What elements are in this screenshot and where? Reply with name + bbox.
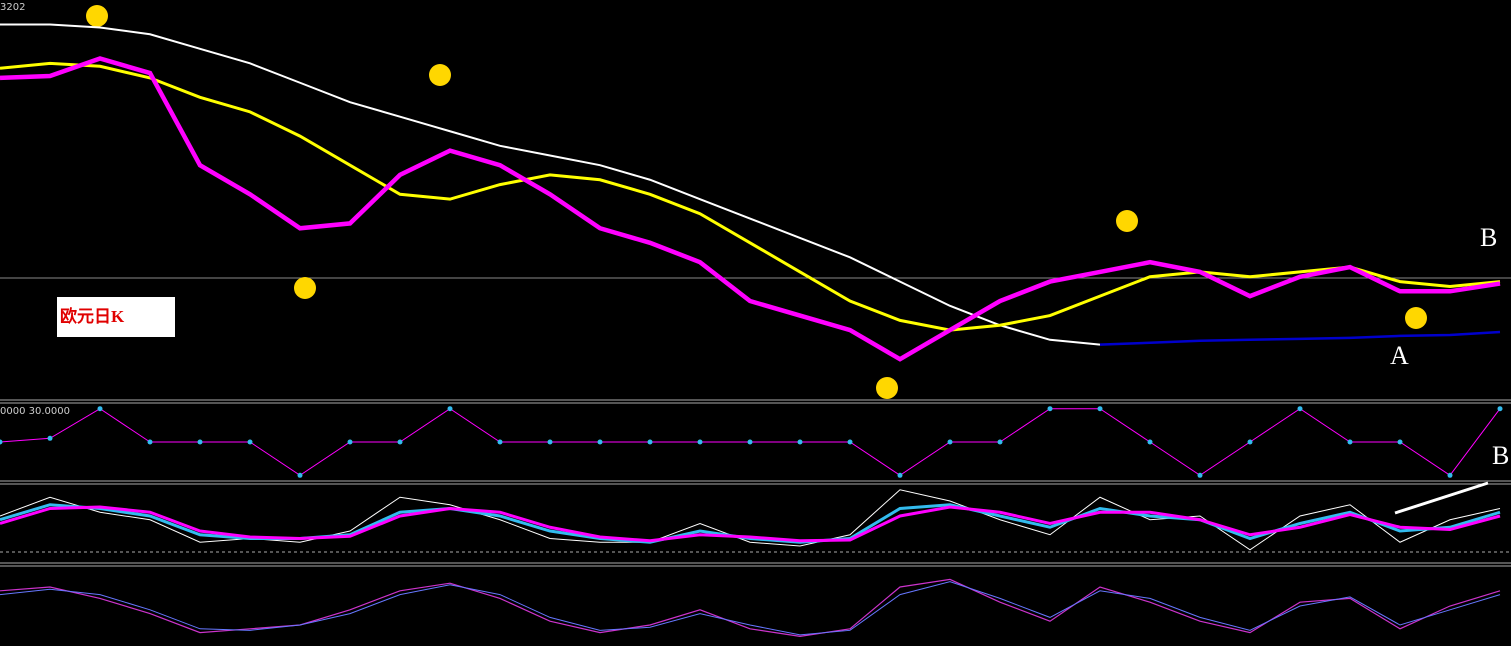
series-dot: [247, 439, 253, 445]
series-dot: [897, 472, 903, 478]
series-dot: [447, 406, 453, 412]
signal-icons: [86, 5, 1427, 399]
title-box: [57, 297, 175, 337]
series-dot: [347, 439, 353, 445]
series-dot: [97, 406, 103, 412]
series-dot: [1247, 439, 1253, 445]
series-dot: [397, 439, 403, 445]
series-line: [1099, 330, 1501, 346]
annotation: B: [1480, 223, 1497, 252]
series-dot: [297, 472, 303, 478]
series-dot: [597, 439, 603, 445]
series-dot: [1047, 406, 1053, 412]
series-dot: [1447, 472, 1453, 478]
series-dot: [1097, 406, 1103, 412]
series-dot: [197, 439, 203, 445]
series-dot: [547, 439, 553, 445]
series-dot: [147, 439, 153, 445]
series-dot: [1197, 472, 1203, 478]
series-line: [0, 578, 1501, 638]
series-dot: [947, 439, 953, 445]
chart-title: 欧元日K: [60, 306, 125, 326]
series-dot: [1147, 439, 1153, 445]
series-dot: [497, 439, 503, 445]
pane-label: 0000 30.0000: [0, 406, 70, 417]
series-dot: [1497, 406, 1503, 412]
series-dot: [747, 439, 753, 445]
trend-line: [1394, 481, 1489, 515]
series-line: [0, 581, 1501, 636]
series-dot: [47, 435, 53, 441]
annotation: A: [1390, 341, 1409, 370]
series-dot: [647, 439, 653, 445]
annotation: B: [1492, 441, 1509, 470]
series-dot: [847, 439, 853, 445]
series-dot: [997, 439, 1003, 445]
series-line: [0, 23, 1101, 346]
series-dot: [797, 439, 803, 445]
series-dot: [1347, 439, 1353, 445]
series-dot: [697, 439, 703, 445]
series-line: [0, 489, 1501, 551]
series-dot: [1397, 439, 1403, 445]
corner-label: 3202: [0, 2, 25, 13]
series-dot: [0, 439, 3, 445]
series-line: [0, 505, 1501, 543]
series-line: [0, 56, 1501, 362]
series-dot: [1297, 406, 1303, 412]
series-line: [0, 61, 1501, 332]
